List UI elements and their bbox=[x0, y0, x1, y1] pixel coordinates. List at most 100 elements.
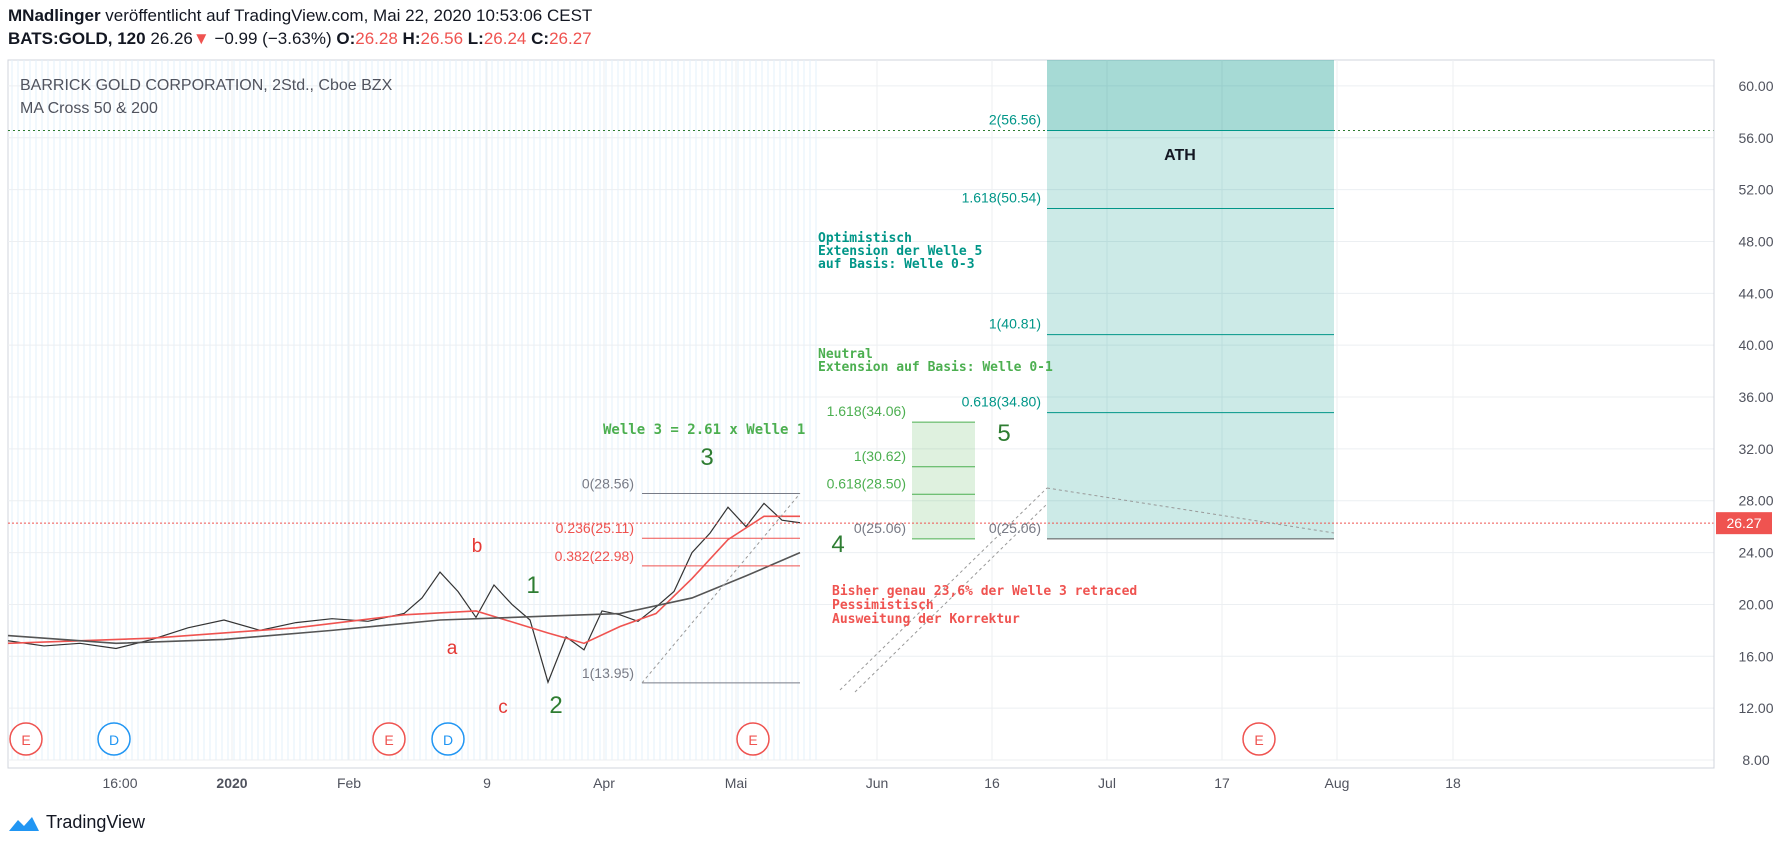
wave-label: 1 bbox=[526, 572, 539, 599]
earnings-marker-icon bbox=[9, 722, 43, 756]
brand-name: TradingView bbox=[46, 812, 146, 832]
projection-line bbox=[1046, 487, 1335, 534]
x-tick-label: Aug bbox=[1325, 775, 1350, 791]
fib-opt-label: 0.618(34.80) bbox=[962, 394, 1041, 410]
optimistic-annotation: Extension der Welle 5 bbox=[818, 244, 982, 259]
x-tick-label: 9 bbox=[483, 775, 491, 791]
ath-label: ATH bbox=[1164, 147, 1196, 164]
dividend-marker-icon bbox=[431, 722, 465, 756]
price-change: −0.99 (−3.63%) bbox=[214, 29, 332, 48]
series-layer bbox=[7, 502, 801, 685]
wave-label: 2 bbox=[549, 692, 562, 719]
open-value: 26.28 bbox=[355, 29, 398, 48]
publish-text: veröffentlicht auf TradingView.com, Mai … bbox=[105, 6, 593, 25]
ma-line-ma-50 bbox=[7, 515, 800, 645]
y-tick-label: 24.00 bbox=[1738, 545, 1773, 561]
chart-frame bbox=[7, 59, 1715, 769]
x-tick-label: 16 bbox=[984, 775, 1000, 791]
y-tick-label: 16.00 bbox=[1738, 648, 1773, 664]
x-tick-label: Apr bbox=[593, 775, 615, 791]
event-marker-label: E bbox=[1254, 732, 1263, 748]
price-line bbox=[7, 502, 801, 685]
x-tick-label: 17 bbox=[1214, 775, 1230, 791]
optimistic-annotation: Optimistisch bbox=[818, 231, 912, 246]
fib-retr-label: 1(13.95) bbox=[582, 665, 634, 681]
earnings-marker-icon bbox=[736, 722, 770, 756]
last-price-badge bbox=[1716, 512, 1772, 535]
chart-subtitle: MA Cross 50 & 200 bbox=[20, 100, 158, 117]
projection-line bbox=[854, 503, 1048, 693]
fib-opt-label: 1(40.81) bbox=[989, 316, 1041, 332]
y-tick-label: 52.00 bbox=[1738, 182, 1773, 198]
projection-line bbox=[839, 487, 1048, 691]
fib-retr-label: 0.382(22.98) bbox=[555, 548, 634, 564]
low-value: 26.24 bbox=[483, 29, 527, 48]
wave-label: a bbox=[447, 638, 458, 659]
pessimistic-annotation: Pessimistisch bbox=[832, 598, 934, 613]
x-tick-label: 18 bbox=[1445, 775, 1461, 791]
axes: 60.0056.0052.0048.0044.0040.0036.0032.00… bbox=[8, 60, 1774, 791]
ma-line-ma-200 bbox=[7, 551, 801, 645]
y-tick-label: 40.00 bbox=[1738, 337, 1773, 353]
fib-retr-label: 0.236(25.11) bbox=[556, 520, 634, 536]
x-tick-label: Jul bbox=[1098, 775, 1116, 791]
fib-neutral-label: 1(30.62) bbox=[854, 448, 906, 464]
high-value: 26.56 bbox=[420, 29, 464, 48]
y-tick-label: 36.00 bbox=[1738, 389, 1773, 405]
y-tick-label: 48.00 bbox=[1738, 233, 1773, 249]
fib-opt-label: 2(56.56) bbox=[989, 112, 1041, 128]
fib-retr-label: 0(28.56) bbox=[582, 475, 634, 491]
last-price-label: 26.27 bbox=[1726, 515, 1761, 531]
open-label: O: bbox=[336, 29, 356, 48]
fib-neutral-label: 0.618(28.50) bbox=[827, 475, 906, 491]
labels-layer: 0(28.56) 0.236(25.11) 0.382(22.98) 1(13.95)… bbox=[9, 112, 1276, 756]
earnings-marker-icon bbox=[1242, 722, 1276, 756]
neutral-zone bbox=[912, 422, 975, 539]
y-tick-label: 56.00 bbox=[1738, 130, 1773, 146]
pessimistic-annotation: Ausweitung der Korrektur bbox=[832, 612, 1020, 627]
y-tick-label: 20.00 bbox=[1738, 596, 1773, 612]
y-tick-label: 28.00 bbox=[1738, 493, 1773, 509]
fib-opt-label: 1.618(50.54) bbox=[962, 190, 1041, 206]
fib-retr-diagonal bbox=[641, 493, 801, 684]
fib-opt-label: 0(25.06) bbox=[989, 520, 1041, 536]
low-label: L: bbox=[467, 29, 484, 48]
optimistic-annotation: auf Basis: Welle 0-3 bbox=[818, 257, 975, 272]
x-tick-label: 2020 bbox=[216, 775, 247, 791]
high-label: H: bbox=[402, 29, 421, 48]
x-tick-label: Feb bbox=[337, 775, 361, 791]
fib-neutral-label: 0(25.06) bbox=[854, 520, 906, 536]
wave-label: 3 bbox=[700, 444, 713, 471]
pessimistic-annotation: Bisher genau 23,6% der Welle 3 retraced bbox=[832, 584, 1137, 599]
dividend-marker-icon bbox=[97, 722, 131, 756]
event-marker-label: E bbox=[21, 732, 30, 748]
wave-label: b bbox=[472, 536, 483, 557]
y-tick-label: 8.00 bbox=[1742, 752, 1769, 768]
y-tick-label: 32.00 bbox=[1738, 441, 1773, 457]
x-tick-label: Jun bbox=[866, 775, 889, 791]
welle3-annotation: Welle 3 = 2.61 x Welle 1 bbox=[603, 422, 805, 438]
y-tick-label: 12.00 bbox=[1738, 700, 1773, 716]
x-tick-label: 16:00 bbox=[102, 775, 137, 791]
fib-layer bbox=[8, 130, 1714, 693]
symbol-bar: BATS:GOLD, 120 26.26▼ −0.99 (−3.63%) O:2… bbox=[8, 29, 592, 49]
earnings-marker-icon bbox=[372, 722, 406, 756]
last-price: 26.26 bbox=[150, 29, 193, 48]
neutral-annotation: Neutral bbox=[818, 347, 873, 362]
event-marker-label: D bbox=[109, 732, 119, 748]
neutral-annotation: Extension auf Basis: Welle 0-1 bbox=[818, 360, 1053, 375]
event-marker-label: E bbox=[384, 732, 393, 748]
tradingview-logo-icon bbox=[9, 816, 39, 831]
y-tick-label: 60.00 bbox=[1738, 78, 1773, 94]
event-marker-label: E bbox=[748, 732, 757, 748]
close-label: C: bbox=[531, 29, 550, 48]
wave-label: 4 bbox=[831, 531, 844, 558]
author-name[interactable]: MNadlinger bbox=[8, 6, 101, 25]
symbol-label[interactable]: BATS:GOLD, 120 bbox=[8, 29, 146, 48]
close-value: 26.27 bbox=[549, 29, 592, 48]
chart-title: BARRICK GOLD CORPORATION, 2Std., Cboe BZ… bbox=[20, 77, 393, 94]
event-marker-label: D bbox=[443, 732, 453, 748]
x-tick-label: Mai bbox=[725, 775, 748, 791]
footer-brand[interactable]: TradingView bbox=[8, 812, 145, 833]
